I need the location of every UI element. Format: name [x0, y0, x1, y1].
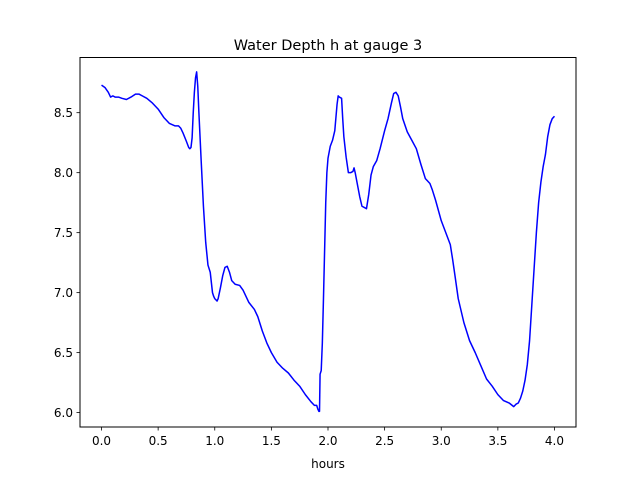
x-axis-ticks: 0.0 0.5 1.0 1.5 2.0 2.5 3.0 3.5 4.0 [92, 427, 564, 448]
series-line-0 [101, 71, 556, 413]
x-tick-label: 3.5 [488, 434, 507, 448]
chart-title: Water Depth h at gauge 3 [234, 38, 422, 54]
y-tick-label: 6.0 [54, 406, 73, 420]
y-tick-label: 6.5 [54, 346, 73, 360]
x-tick-label: 0.0 [92, 434, 111, 448]
y-tick-label: 8.5 [54, 106, 73, 120]
plot-frame [79, 57, 577, 428]
y-axis-ticks: 6.0 6.5 7.0 7.5 8.0 8.5 [54, 106, 80, 420]
x-tick-label: 3.0 [432, 434, 451, 448]
x-tick-label: 2.0 [318, 434, 337, 448]
y-tick-label: 7.0 [54, 286, 73, 300]
x-axis-label: hours [311, 457, 345, 471]
x-tick-label: 1.5 [262, 434, 281, 448]
x-tick-label: 0.5 [149, 434, 168, 448]
y-tick-label: 7.5 [54, 226, 73, 240]
plot-area [101, 71, 556, 413]
x-tick-label: 1.0 [205, 434, 224, 448]
y-tick-label: 8.0 [54, 166, 73, 180]
x-tick-label: 2.5 [375, 434, 394, 448]
x-tick-label: 4.0 [545, 434, 564, 448]
